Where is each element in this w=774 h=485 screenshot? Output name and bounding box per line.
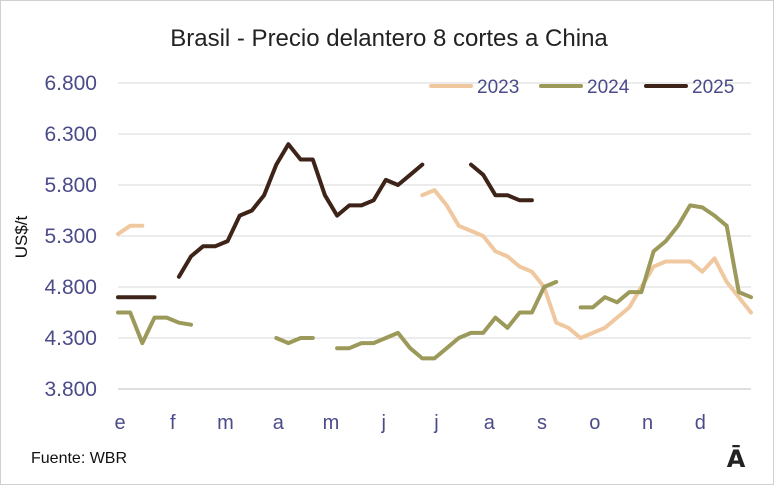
y-tick-label: 6.300 bbox=[44, 123, 97, 146]
x-tick-label: d bbox=[695, 412, 706, 434]
x-tick-label: o bbox=[589, 412, 600, 434]
grid bbox=[118, 82, 751, 390]
y-tick-label: 6.800 bbox=[44, 72, 97, 95]
y-tick-label: 3.800 bbox=[44, 378, 97, 401]
series-line-2025 bbox=[176, 142, 425, 279]
series-line-2024 bbox=[116, 310, 193, 346]
x-tick-label: f bbox=[170, 412, 176, 434]
series-line-2024 bbox=[274, 336, 315, 346]
series-line-2024 bbox=[578, 203, 753, 310]
brand-logo-icon: Ā bbox=[727, 444, 746, 473]
series-line-2023 bbox=[420, 188, 753, 340]
legend-label-2025: 2025 bbox=[692, 77, 734, 98]
x-tick-label: e bbox=[114, 412, 125, 434]
y-axis-label: US$/t bbox=[12, 215, 31, 258]
source-note: Fuente: WBR bbox=[31, 450, 127, 467]
series-2025 bbox=[116, 142, 534, 300]
x-tick-label: a bbox=[484, 412, 496, 434]
y-tick-label: 4.800 bbox=[44, 276, 97, 299]
series-line-2025 bbox=[469, 162, 534, 203]
y-axis-ticks: 6.800 6.300 5.800 5.300 4.800 4.300 3.800 bbox=[44, 72, 97, 401]
legend-label-2023: 2023 bbox=[477, 77, 519, 98]
series-line-2023 bbox=[116, 223, 145, 236]
chart-title: Brasil - Precio delantero 8 cortes a Chi… bbox=[170, 25, 608, 52]
x-tick-label: s bbox=[537, 412, 547, 434]
legend: 2023 2024 2025 bbox=[429, 77, 734, 98]
x-tick-label: j bbox=[433, 412, 438, 434]
legend-label-2024: 2024 bbox=[587, 77, 630, 98]
series-lines bbox=[116, 142, 753, 361]
x-tick-label: j bbox=[381, 412, 386, 434]
series-2023 bbox=[116, 188, 753, 340]
series-2024 bbox=[116, 203, 753, 361]
x-tick-label: m bbox=[323, 412, 340, 434]
y-tick-label: 4.300 bbox=[44, 327, 97, 350]
x-tick-label: m bbox=[217, 412, 234, 434]
y-tick-label: 5.300 bbox=[44, 225, 97, 248]
x-tick-label: n bbox=[642, 412, 653, 434]
series-line-2024 bbox=[335, 279, 559, 361]
x-tick-label: a bbox=[273, 412, 285, 434]
y-tick-label: 5.800 bbox=[44, 174, 97, 197]
